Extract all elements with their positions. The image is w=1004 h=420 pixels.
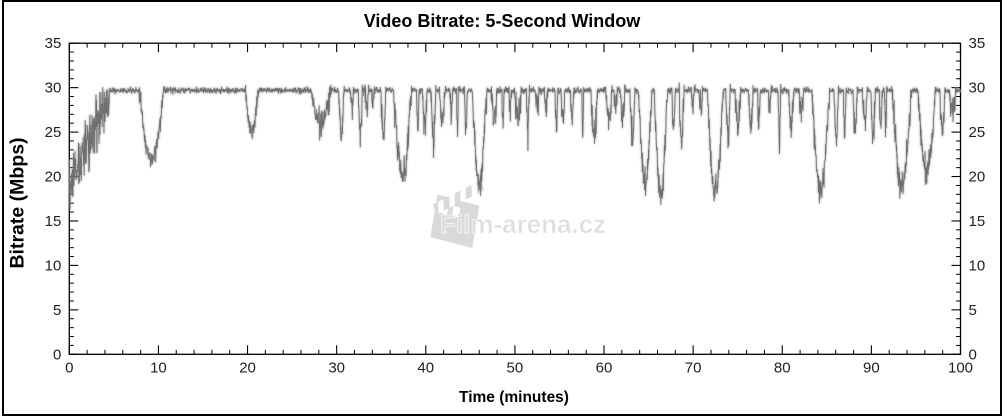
svg-text:10: 10: [969, 257, 986, 274]
svg-text:35: 35: [969, 35, 986, 52]
svg-text:100: 100: [948, 359, 973, 376]
svg-text:20: 20: [969, 169, 986, 186]
svg-text:10: 10: [150, 359, 167, 376]
svg-text:30: 30: [969, 80, 986, 97]
svg-text:10: 10: [45, 257, 62, 274]
svg-text:35: 35: [45, 35, 62, 52]
svg-text:80: 80: [774, 359, 791, 376]
svg-text:20: 20: [239, 359, 256, 376]
svg-text:50: 50: [507, 359, 524, 376]
svg-text:70: 70: [685, 359, 702, 376]
svg-text:0: 0: [65, 359, 73, 376]
svg-text:15: 15: [969, 213, 986, 230]
svg-text:20: 20: [45, 169, 62, 186]
svg-text:30: 30: [45, 80, 62, 97]
svg-text:Film-arena.cz: Film-arena.cz: [440, 209, 606, 239]
svg-text:25: 25: [45, 124, 62, 141]
svg-text:40: 40: [417, 359, 434, 376]
svg-text:5: 5: [53, 302, 61, 319]
svg-text:15: 15: [45, 213, 62, 230]
svg-text:90: 90: [863, 359, 880, 376]
svg-text:60: 60: [596, 359, 613, 376]
svg-text:30: 30: [328, 359, 345, 376]
svg-text:5: 5: [969, 302, 977, 319]
svg-text:0: 0: [53, 346, 61, 363]
svg-text:25: 25: [969, 124, 986, 141]
